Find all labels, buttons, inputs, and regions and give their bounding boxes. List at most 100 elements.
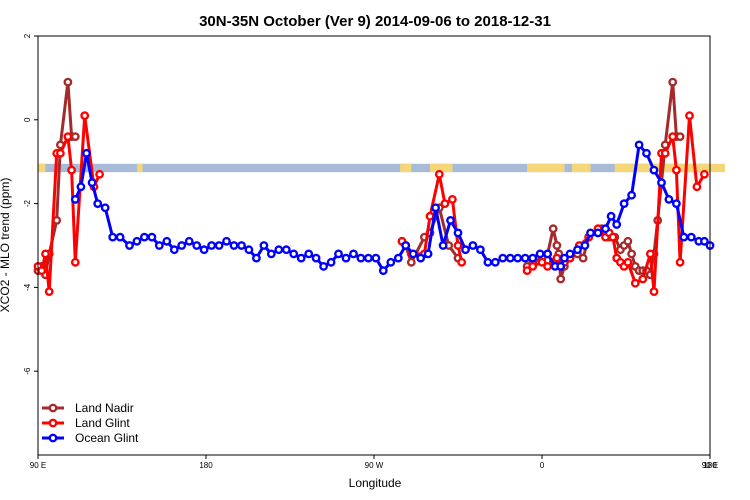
- legend-label-2: Ocean Glint: [75, 431, 139, 445]
- data-point-2-0-70: [580, 241, 590, 250]
- data-point-2-0-66: [556, 261, 566, 271]
- data-point-2-0-73: [601, 224, 610, 234]
- y-tick-label-0: 2: [23, 33, 32, 38]
- data-point-2-0-75: [612, 220, 622, 229]
- data-point-1-0-1: [37, 266, 47, 275]
- data-point-2-0-39: [356, 253, 366, 263]
- data-point-2-0-84: [679, 232, 689, 242]
- data-point-1-2-19: [630, 278, 640, 288]
- surface-strip-land-5: [571, 163, 591, 173]
- x-tick-label-3: 0: [540, 461, 545, 470]
- data-point-1-2-21: [645, 249, 655, 259]
- data-point-2-0-42: [378, 266, 388, 275]
- data-point-2-0-17: [192, 241, 202, 250]
- data-point-2-0-34: [319, 261, 328, 271]
- data-point-2-0-64: [543, 249, 552, 259]
- plot-frame: [37, 35, 711, 456]
- data-point-1-2-14: [608, 232, 618, 242]
- data-point-2-0-14: [169, 245, 179, 255]
- data-point-2-0-6: [108, 232, 118, 242]
- x-tick-label-4: 90 E: [702, 461, 718, 470]
- data-point-2-0-43: [386, 257, 396, 267]
- data-point-1-2-25: [668, 132, 678, 142]
- data-point-2-0-52: [453, 228, 463, 238]
- surface-strip-land-1: [136, 163, 143, 173]
- data-point-1-2-29: [692, 182, 702, 192]
- surface-strip-land-0: [38, 163, 46, 173]
- data-point-2-0-69: [573, 245, 582, 255]
- data-point-2-0-33: [311, 253, 321, 263]
- data-point-1-0-6: [63, 132, 73, 142]
- data-point-1-1-7: [447, 194, 457, 204]
- data-point-2-0-51: [446, 215, 455, 225]
- data-point-2-0-87: [700, 236, 709, 246]
- data-point-2-0-48: [423, 249, 433, 259]
- data-point-2-0-56: [483, 257, 493, 267]
- data-point-1-2-24: [660, 148, 670, 158]
- data-point-2-0-9: [132, 236, 142, 246]
- surface-strip-land-3: [430, 163, 453, 173]
- data-point-2-0-47: [416, 253, 426, 263]
- y-tick-label-1: 0: [23, 117, 32, 122]
- data-point-0-2-7: [556, 274, 566, 284]
- data-point-1-1-9: [457, 257, 467, 267]
- data-point-2-0-49: [431, 203, 440, 213]
- data-point-2-0-0: [70, 194, 80, 204]
- data-point-2-0-28: [274, 245, 284, 255]
- data-point-0-2-11: [578, 253, 588, 263]
- x-tick-label-5: 180: [703, 461, 717, 470]
- data-point-2-0-3: [87, 178, 97, 188]
- x-tick-label-1: 180: [199, 461, 213, 470]
- y-tick-label-3: -4: [23, 283, 32, 291]
- data-point-2-0-26: [259, 241, 269, 250]
- data-point-2-0-74: [606, 211, 616, 221]
- data-point-1-0-5: [56, 148, 65, 158]
- data-point-2-0-78: [634, 140, 644, 150]
- data-point-1-0-2: [41, 249, 50, 259]
- data-point-2-0-22: [229, 241, 239, 250]
- surface-strip-land-6: [614, 163, 725, 173]
- surface-strip-land-4: [527, 163, 565, 173]
- data-point-2-0-7: [115, 232, 125, 242]
- data-point-2-0-13: [162, 236, 172, 246]
- data-point-2-0-23: [237, 241, 246, 250]
- data-point-2-0-59: [505, 253, 515, 263]
- data-point-1-2-27: [675, 257, 685, 267]
- data-point-2-0-2: [82, 148, 91, 158]
- data-point-2-0-63: [535, 249, 545, 259]
- data-point-1-2-1: [528, 261, 538, 271]
- data-point-1-2-18: [623, 257, 633, 267]
- data-point-2-0-53: [461, 245, 470, 255]
- data-point-2-0-81: [657, 178, 666, 188]
- data-point-1-1-6: [440, 199, 450, 209]
- surface-strip-ocean: [38, 163, 710, 173]
- data-point-2-0-20: [214, 241, 224, 250]
- data-point-1-2-20: [638, 274, 648, 284]
- data-point-1-2-2: [537, 257, 547, 267]
- data-point-1-1-8: [453, 241, 463, 250]
- data-point-1-1-4: [425, 211, 435, 221]
- legend-label-0: Land Nadir: [75, 401, 134, 415]
- data-point-1-2-28: [685, 111, 694, 121]
- x-axis-label: Longitude: [349, 476, 402, 490]
- data-point-2-0-38: [349, 249, 358, 259]
- data-point-2-0-61: [520, 253, 530, 263]
- data-point-2-0-68: [565, 249, 575, 259]
- data-point-2-0-46: [408, 249, 418, 259]
- legend-marker-1: [48, 418, 58, 428]
- data-point-2-0-10: [139, 232, 149, 242]
- data-point-2-0-27: [266, 249, 276, 259]
- data-point-2-0-5: [100, 203, 110, 213]
- data-point-2-0-54: [468, 241, 478, 250]
- data-point-2-0-12: [154, 241, 164, 250]
- data-point-2-0-72: [593, 228, 603, 238]
- data-point-2-0-18: [199, 245, 209, 255]
- y-tick-label-4: -6: [23, 367, 32, 375]
- data-point-1-0-3: [44, 287, 54, 296]
- y-tick-label-2: -2: [23, 199, 32, 207]
- data-point-0-2-30: [668, 77, 678, 87]
- data-point-2-0-79: [642, 148, 651, 158]
- legend-label-1: Land Glint: [75, 416, 130, 430]
